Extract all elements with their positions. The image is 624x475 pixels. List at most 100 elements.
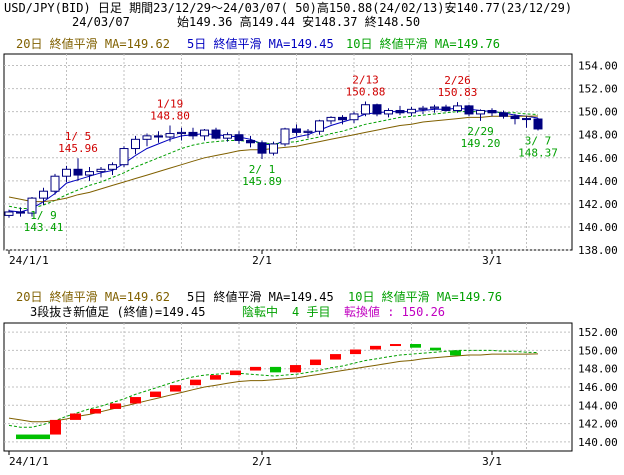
line-break-brick	[190, 379, 201, 386]
top-ma5-label: 5日 終値平滑 MA=149.45	[187, 37, 334, 51]
bottom-ytick-label: 144.00	[578, 399, 618, 412]
candle-body	[487, 109, 497, 114]
candle-body	[384, 109, 393, 115]
bottom-ytick-label: 152.00	[578, 326, 618, 339]
candle-body	[27, 197, 37, 214]
chart-header-ohlc: 始149.36 高149.44 安148.37 終148.50	[177, 15, 421, 29]
candle-body	[165, 133, 175, 138]
candle-body	[119, 148, 129, 166]
bottom-xtick-label: 24/1/1	[9, 455, 49, 468]
bottom-info-state: 陰転中	[242, 305, 279, 319]
candle-body	[476, 109, 485, 115]
candle-body	[522, 118, 531, 121]
candle-body	[131, 138, 140, 150]
line-break-brick	[90, 408, 101, 414]
low-annotation-value: 145.89	[242, 175, 282, 188]
line-break-brick	[50, 419, 61, 435]
low-annotation-date: 2/ 1	[249, 163, 276, 176]
bottom-ytick-label: 150.00	[578, 344, 618, 357]
candle-body	[407, 108, 416, 114]
low-annotation-date: 3/ 7	[525, 134, 552, 147]
bottom-info-reverse: 転換値 : 150.26	[344, 305, 446, 319]
bottom-ma5-label: 5日 終値平滑 MA=149.45	[187, 290, 334, 304]
bottom-xtick-label: 2/1	[252, 455, 272, 468]
top-ma-line	[8, 115, 539, 203]
bottom-ytick-label: 142.00	[578, 418, 618, 431]
candle-body	[108, 164, 117, 170]
high-annotation-date: 1/19	[157, 97, 184, 110]
candle-body	[96, 168, 106, 173]
line-break-brick	[390, 344, 401, 347]
candle-body	[200, 129, 209, 137]
candle-body	[349, 113, 359, 121]
candle-body	[50, 175, 60, 192]
line-break-brick	[16, 434, 50, 440]
bottom-ma-line	[8, 349, 539, 428]
bottom-info-main: 3段抜き新値足 (終値)=149.45	[30, 305, 206, 319]
bottom-ma20-label: 20日 終値平滑 MA=149.62	[16, 290, 170, 304]
candle-body	[326, 116, 336, 122]
candle-body	[430, 106, 439, 109]
high-annotation-value: 150.83	[438, 86, 478, 99]
top-ytick-label: 154.00	[578, 60, 618, 73]
candle-body	[188, 131, 198, 137]
top-ytick-label: 150.00	[578, 106, 618, 119]
top-xtick-label: 2/1	[252, 254, 272, 267]
line-break-brick	[250, 366, 261, 371]
low-annotation-date: 2/29	[467, 125, 494, 138]
high-annotation-value: 145.96	[58, 142, 98, 155]
top-ytick-label: 138.00	[578, 244, 618, 257]
line-break-brick	[130, 397, 141, 404]
bottom-ma-line	[8, 353, 539, 423]
candle-body	[533, 118, 543, 130]
chart-header-date: 24/03/07	[72, 15, 130, 29]
top-xtick-label: 3/1	[482, 254, 502, 267]
top-ma10-label: 10日 終値平滑 MA=149.76	[346, 37, 500, 51]
candle-body	[372, 104, 382, 115]
candle-body	[464, 105, 474, 115]
line-break-brick	[270, 366, 281, 373]
candle-body	[142, 135, 152, 140]
line-break-brick	[110, 403, 121, 409]
bottom-ma10-label: 10日 終値平滑 MA=149.76	[348, 290, 502, 304]
candle-body	[73, 168, 83, 176]
candle-body	[269, 143, 278, 154]
candle-body	[223, 134, 232, 139]
line-break-brick	[350, 349, 361, 355]
candle-body	[280, 128, 290, 145]
candle-body	[211, 129, 221, 139]
high-annotation-date: 2/13	[352, 74, 379, 87]
candle-body	[154, 135, 163, 138]
candle-body	[292, 128, 301, 133]
candle-body	[39, 190, 48, 199]
low-annotation-value: 143.41	[24, 221, 64, 234]
line-break-brick	[430, 347, 441, 351]
top-ytick-label: 142.00	[578, 198, 618, 211]
bottom-ytick-label: 148.00	[578, 363, 618, 376]
candle-body	[62, 168, 71, 177]
bottom-ytick-label: 146.00	[578, 381, 618, 394]
top-ma-line	[8, 107, 539, 213]
candle-body	[246, 139, 255, 144]
line-break-brick	[410, 344, 421, 348]
candle-body	[177, 131, 186, 135]
top-ma-line	[8, 111, 539, 209]
candle-body	[441, 106, 451, 111]
high-annotation-value: 150.88	[346, 86, 386, 99]
candle-body	[453, 105, 462, 111]
top-ytick-label: 144.00	[578, 175, 618, 188]
bottom-xtick-label: 3/1	[482, 455, 502, 468]
candle-body	[361, 104, 370, 115]
low-annotation-value: 149.20	[461, 137, 501, 150]
candle-body	[234, 134, 244, 141]
candle-body	[4, 211, 14, 216]
line-break-brick	[210, 375, 221, 380]
candle-body	[395, 109, 405, 114]
high-annotation-date: 1/ 5	[65, 130, 92, 143]
line-break-brick	[170, 385, 181, 392]
line-break-brick	[230, 370, 241, 376]
line-break-brick	[370, 345, 381, 350]
high-annotation-value: 148.80	[150, 109, 190, 122]
candle-body	[303, 130, 313, 133]
